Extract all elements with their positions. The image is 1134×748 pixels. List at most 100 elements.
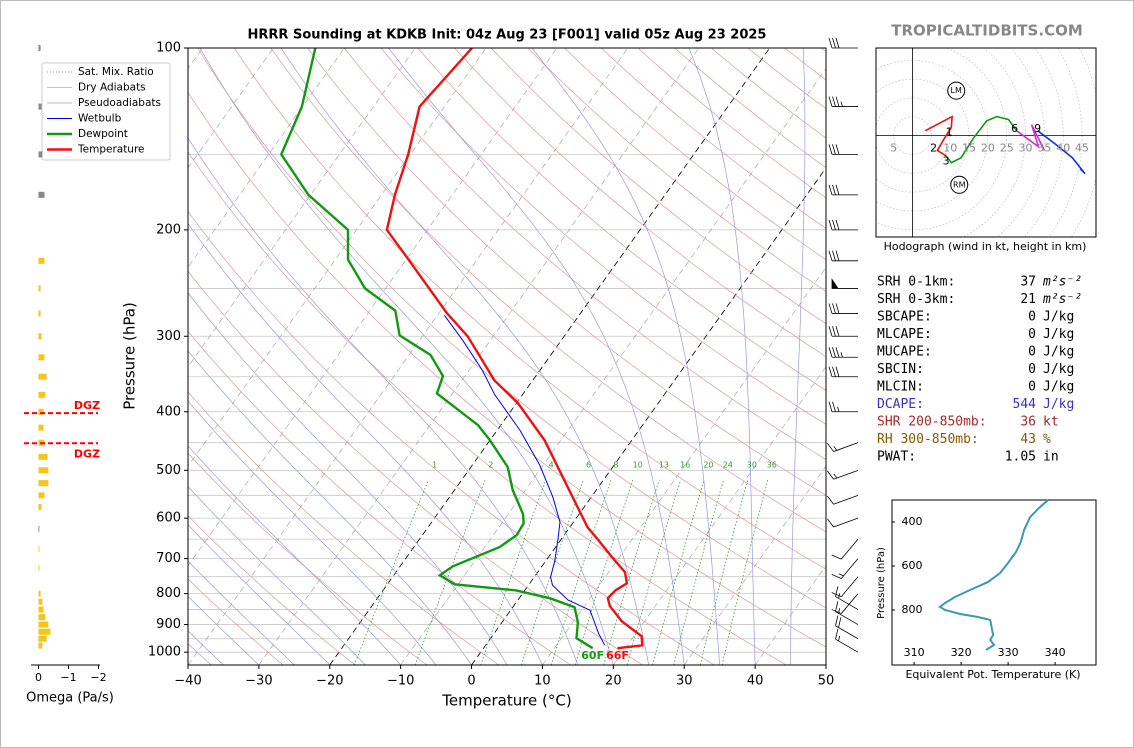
pseudoadiabat [188, 350, 472, 665]
dry-adiabat [637, 48, 826, 199]
omega-bar [38, 45, 41, 51]
mixing-ratio-label: 6 [586, 461, 591, 470]
y-tick-label: 900 [156, 617, 181, 632]
mixing-ratio-line [574, 479, 634, 665]
hodo-ring-label: 15 [962, 142, 976, 155]
y-tick-label: 700 [156, 551, 181, 566]
legend-label: Temperature [77, 144, 145, 156]
omega-bar [38, 525, 40, 532]
stat-value: 1.05 [1005, 450, 1036, 465]
x-tick-label: −10 [387, 674, 414, 689]
x-axis-label: Temperature (°C) [441, 692, 571, 710]
dry-adiabat [270, 48, 826, 533]
stat-label: SBCAPE: [877, 310, 932, 325]
dry-adiabat [188, 210, 715, 665]
omega-bar [38, 492, 45, 499]
dry-adiabat [188, 91, 826, 648]
omega-tick-label: −2 [90, 671, 106, 684]
highlight-isotherm [329, 48, 771, 665]
legend-label: Dewpoint [78, 128, 128, 140]
surface-label: 66F [606, 649, 629, 662]
pseudoadiabat [790, 48, 806, 665]
omega-bar [38, 590, 41, 597]
thetae-x-tick-label: 330 [998, 646, 1019, 659]
x-tick-label: −20 [316, 674, 343, 689]
stat-unit: J/kg [1043, 397, 1074, 412]
dry-adiabat [674, 48, 826, 169]
stat-unit: J/kg [1043, 327, 1074, 342]
legend-label: Sat. Mix. Ratio [78, 66, 154, 78]
omega-bar [38, 408, 44, 415]
stat-value: 37 [1020, 275, 1036, 290]
stat-label: PWAT: [877, 450, 916, 465]
thetae-line [938, 499, 1049, 651]
stat-unit: kt [1043, 415, 1059, 430]
wind-barb [835, 628, 859, 653]
stat-label: SRH 0-1km: [877, 275, 955, 290]
omega-tick-label: −1 [60, 671, 76, 684]
wind-barb [828, 401, 858, 413]
pseudoadiabat [188, 560, 295, 665]
y-tick-label: 1000 [148, 645, 181, 660]
omega-bar [38, 354, 45, 361]
stat-label: DCAPE: [877, 397, 924, 412]
mixing-ratio-label: 24 [723, 461, 733, 470]
wind-barb [831, 278, 858, 289]
omega-bar [38, 598, 43, 605]
stat-label: MUCAPE: [877, 345, 932, 360]
omega-bar [38, 191, 45, 198]
hodo-ring-label: 45 [1075, 142, 1089, 155]
hodograph [876, 48, 1096, 237]
stat-unit: J/kg [1043, 362, 1074, 377]
omega-tick-label: 0 [35, 671, 42, 684]
mixing-ratio-line [480, 479, 547, 665]
dry-adiabat [234, 48, 826, 570]
stat-value: 21 [1020, 292, 1036, 307]
hodo-ring-label: 10 [943, 142, 957, 155]
mixing-ratio-label: 2 [488, 461, 493, 470]
wind-barb [827, 494, 859, 505]
y-tick-label: 200 [156, 222, 181, 237]
plot-frame [187, 47, 827, 666]
dgz-label: DGZ [74, 447, 100, 460]
mixing-ratio-line [603, 479, 660, 665]
dry-adiabat [564, 48, 826, 261]
stat-label: MLCAPE: [877, 327, 932, 342]
x-tick-label: 10 [534, 674, 551, 689]
x-tick-label: 0 [467, 674, 475, 689]
omega-bar [38, 546, 40, 553]
pseudoadiabat [188, 400, 437, 665]
x-tick-label: 30 [676, 674, 693, 689]
wind-barb [828, 96, 858, 107]
pseudoadiabat [188, 595, 260, 665]
omega-bar [38, 310, 41, 317]
stat-unit: % [1043, 432, 1051, 447]
omega-bar [38, 453, 48, 460]
hodo-trace [945, 115, 1018, 164]
omega-bar [38, 614, 46, 621]
omega-bar [38, 564, 40, 571]
wind-barb [828, 184, 858, 196]
hodo-frame [875, 47, 1097, 238]
dry-adiabat [197, 48, 826, 609]
stat-label: MLCIN: [877, 380, 924, 395]
omega-bar [38, 257, 45, 264]
x-tick-label: −30 [245, 674, 272, 689]
mixing-ratio-label: 13 [659, 461, 669, 470]
x-tick-label: 50 [818, 674, 835, 689]
omega-bar [38, 103, 42, 110]
pseudoadiabat [531, 48, 721, 665]
mixing-ratio-label: 4 [549, 461, 554, 470]
isotherm [188, 48, 487, 467]
omega-axis-label: Omega (Pa/s) [26, 691, 114, 706]
dry-adiabat [188, 391, 500, 665]
omega-bar [38, 621, 49, 628]
thetae-x-tick-label: 340 [1045, 646, 1066, 659]
profile-line [385, 48, 644, 650]
hodo-trace [1037, 130, 1086, 175]
chart-title: HRRR Sounding at KDKB Init: 04z Aug 23 [… [248, 28, 767, 43]
mixing-ratio-line [521, 479, 584, 665]
mixing-ratio-label: 1 [432, 461, 437, 470]
hodo-ring-label: 30 [1019, 142, 1033, 155]
skewt-plot: 1 2 4 6 8 10 13 16 20 24 30 36 [188, 48, 826, 665]
